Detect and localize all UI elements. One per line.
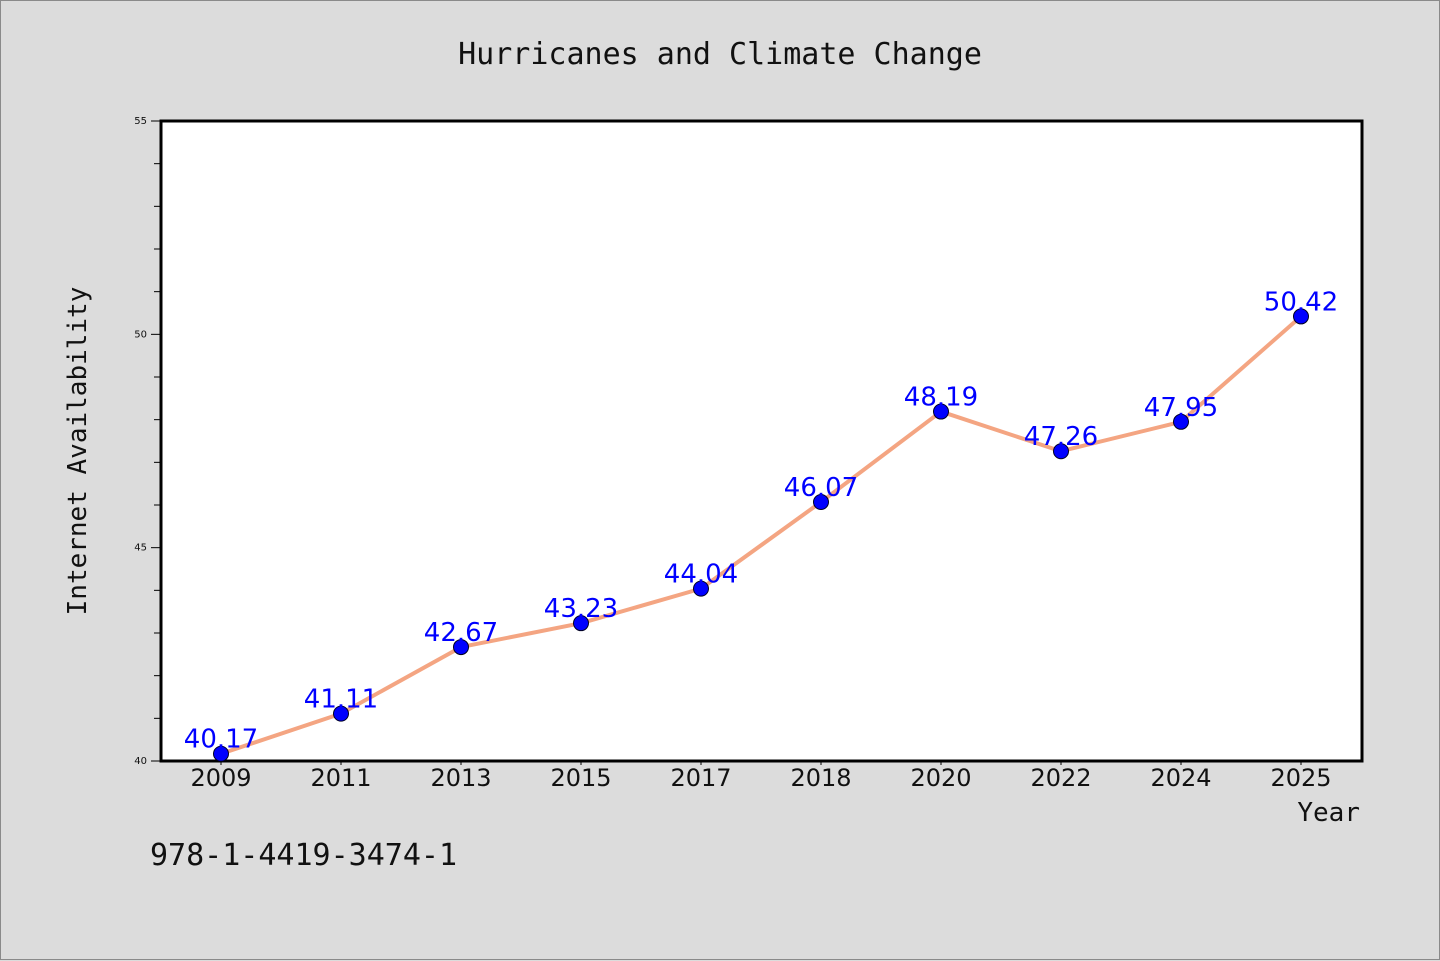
data-label: 42.67 xyxy=(424,618,498,648)
y-axis: 40 45 50 55 xyxy=(134,116,161,767)
x-tick-label: 2022 xyxy=(1030,764,1091,792)
series-line xyxy=(219,314,1303,756)
data-label: 46.07 xyxy=(784,473,858,503)
series-layer xyxy=(213,308,1309,762)
x-tick-label: 2025 xyxy=(1270,764,1331,792)
x-axis-title: Year xyxy=(1297,798,1360,828)
data-point xyxy=(333,705,349,722)
data-point xyxy=(213,745,229,762)
x-tick-label: 2015 xyxy=(550,764,611,792)
data-point xyxy=(453,639,469,656)
data-label: 50.42 xyxy=(1264,287,1338,317)
data-point xyxy=(813,494,829,511)
x-tick-label: 2017 xyxy=(670,764,731,792)
data-label: 40.17 xyxy=(184,725,258,755)
data-point xyxy=(1053,443,1069,460)
data-label: 41.11 xyxy=(304,685,378,715)
x-axis: 2009 2011 2013 2015 2017 2018 2020 2022 2024 2025 xyxy=(190,761,1332,792)
data-point xyxy=(1173,413,1189,430)
x-tick-label: 2009 xyxy=(190,764,251,792)
data-point xyxy=(573,615,589,632)
y-axis-title: Internet Availability xyxy=(63,287,93,616)
x-tick-label: 2018 xyxy=(790,764,851,792)
data-point xyxy=(693,580,709,597)
y-tick-label: 45 xyxy=(134,543,147,554)
data-label: 47.26 xyxy=(1024,422,1098,452)
data-point xyxy=(1293,308,1309,325)
y-tick-label: 40 xyxy=(134,756,147,767)
plot-area xyxy=(159,119,1364,763)
x-tick-label: 2011 xyxy=(310,764,371,792)
chart-title: Hurricanes and Climate Change xyxy=(458,37,982,72)
data-point xyxy=(933,403,949,420)
x-tick-label: 2024 xyxy=(1150,764,1211,792)
data-labels: 40.17 41.11 42.67 43.23 44.04 46.07 48.19 47.26… xyxy=(184,287,1338,754)
x-tick-label: 2020 xyxy=(910,764,971,792)
isbn-label: 978-1-4419-3474-1 xyxy=(150,838,457,873)
x-tick-label: 2013 xyxy=(430,764,491,792)
data-label: 43.23 xyxy=(544,594,618,624)
data-label: 44.04 xyxy=(664,560,738,590)
y-tick-label: 55 xyxy=(134,116,147,127)
data-label: 48.19 xyxy=(904,383,978,413)
data-label: 47.95 xyxy=(1144,393,1218,423)
y-tick-label: 50 xyxy=(134,329,147,340)
